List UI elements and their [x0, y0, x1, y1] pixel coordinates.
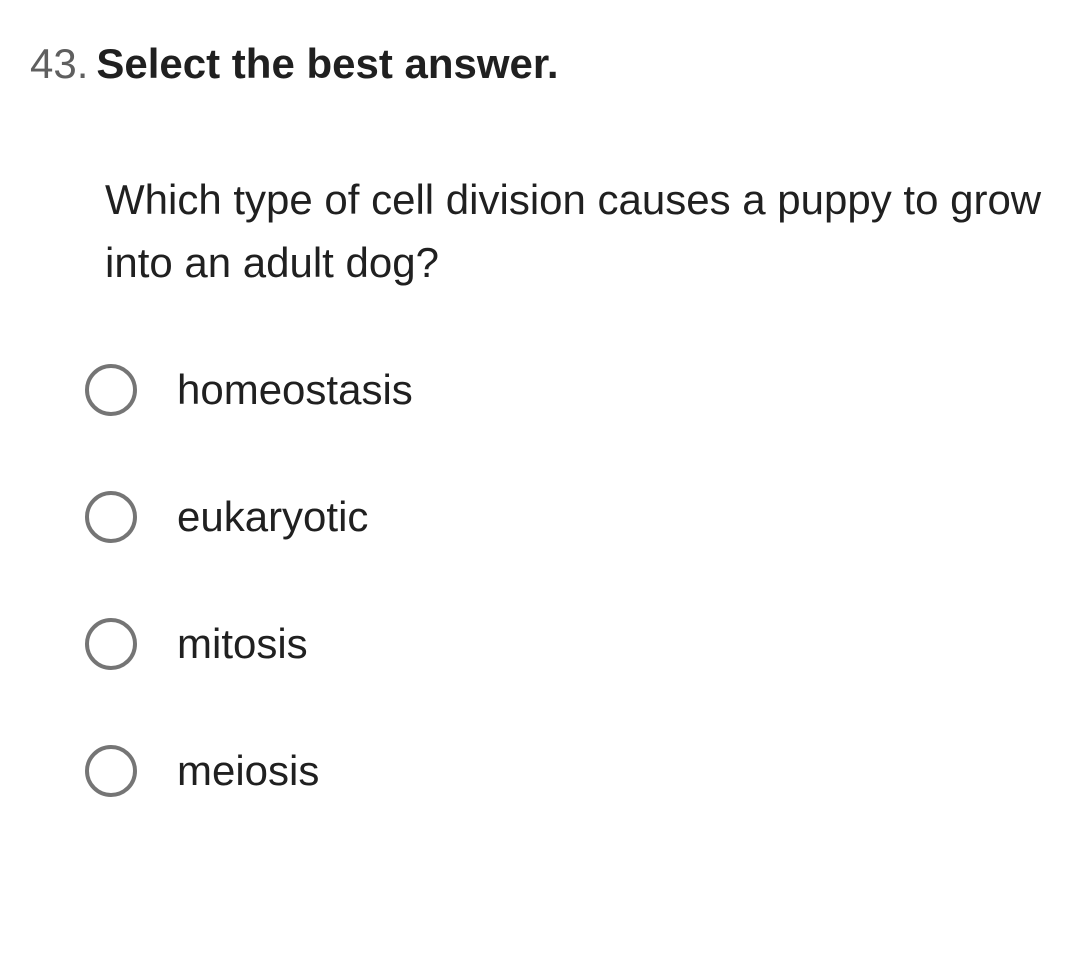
- radio-button-icon[interactable]: [85, 618, 137, 670]
- option-row[interactable]: mitosis: [85, 618, 1050, 670]
- question-header: 43. Select the best answer.: [30, 40, 1050, 88]
- question-title: Select the best answer.: [96, 40, 558, 88]
- options-container: homeostasis eukaryotic mitosis meiosis: [85, 364, 1050, 797]
- option-label: homeostasis: [177, 366, 413, 414]
- radio-button-icon[interactable]: [85, 745, 137, 797]
- option-label: eukaryotic: [177, 493, 368, 541]
- question-number: 43.: [30, 40, 88, 88]
- option-row[interactable]: meiosis: [85, 745, 1050, 797]
- question-text: Which type of cell division causes a pup…: [105, 168, 1050, 294]
- option-label: meiosis: [177, 747, 319, 795]
- option-row[interactable]: homeostasis: [85, 364, 1050, 416]
- option-row[interactable]: eukaryotic: [85, 491, 1050, 543]
- question-body: Which type of cell division causes a pup…: [105, 168, 1050, 294]
- radio-button-icon[interactable]: [85, 364, 137, 416]
- radio-button-icon[interactable]: [85, 491, 137, 543]
- option-label: mitosis: [177, 620, 308, 668]
